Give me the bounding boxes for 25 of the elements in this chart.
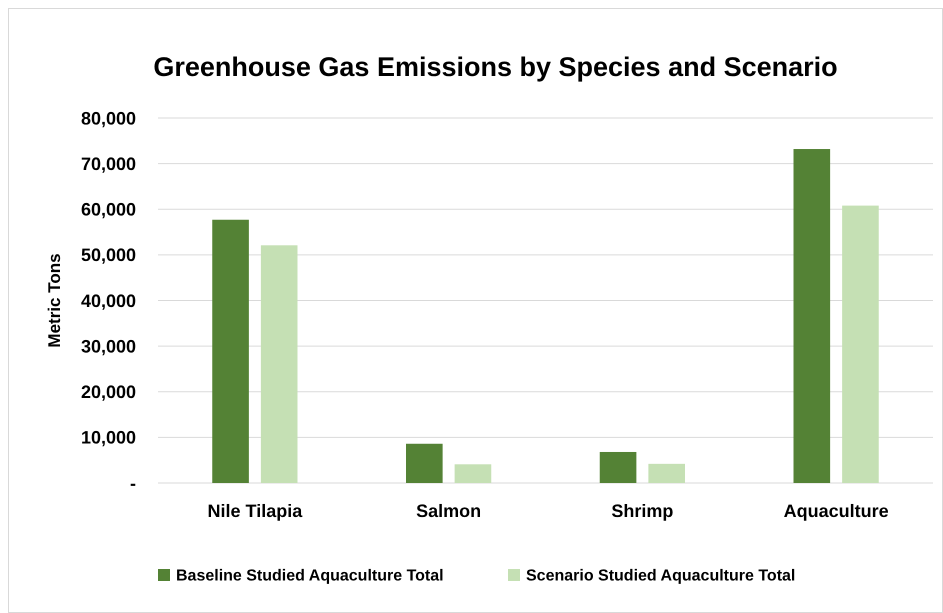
legend-label: Scenario Studied Aquaculture Total xyxy=(526,568,796,585)
bar xyxy=(600,452,636,483)
legend-label: Baseline Studied Aquaculture Total xyxy=(176,568,444,585)
y-tick-label: 80,000 xyxy=(80,108,136,128)
y-tick-label: 10,000 xyxy=(80,428,136,448)
y-tick-label: 70,000 xyxy=(80,154,136,174)
y-tick-label: 20,000 xyxy=(80,382,136,402)
x-tick-label: Shrimp xyxy=(611,501,674,521)
bar xyxy=(260,245,298,483)
y-tick-label: - xyxy=(130,473,136,494)
y-axis-title: Metric Tons xyxy=(45,253,64,348)
bar xyxy=(212,220,249,483)
chart-title: Greenhouse Gas Emissions by Species and Scenario xyxy=(153,52,838,82)
x-tick-label: Aquaculture xyxy=(784,501,889,521)
bar xyxy=(842,206,879,483)
bar xyxy=(454,464,492,483)
x-tick-label: Salmon xyxy=(416,501,482,521)
y-tick-label: 40,000 xyxy=(80,290,136,311)
y-tick-label: 60,000 xyxy=(80,200,136,220)
x-tick-label: Nile Tilapia xyxy=(208,501,304,521)
y-tick-label: 50,000 xyxy=(80,245,136,266)
bar xyxy=(406,444,443,483)
bar xyxy=(794,149,830,483)
y-tick-label: 30,000 xyxy=(80,336,136,356)
bar xyxy=(648,464,685,483)
